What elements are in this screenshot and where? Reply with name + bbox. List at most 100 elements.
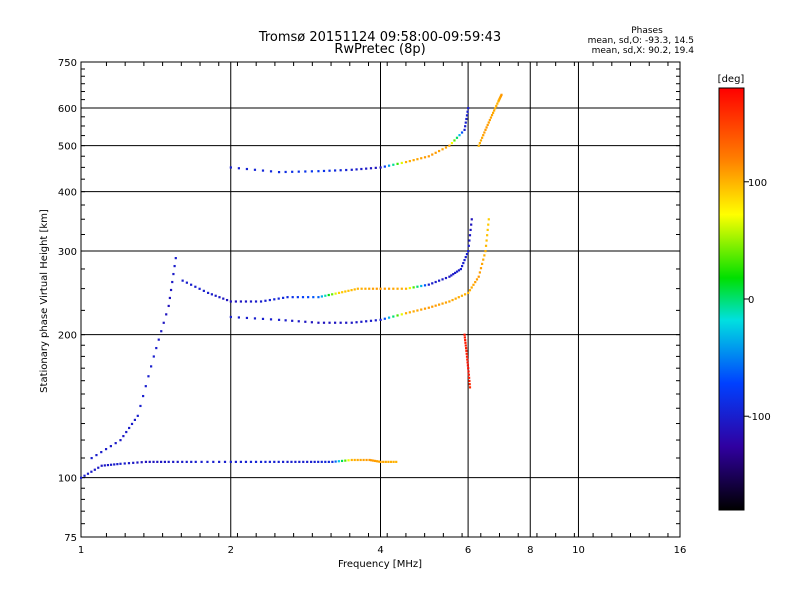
data-point: [93, 468, 96, 471]
data-point: [297, 320, 300, 323]
data-point: [467, 376, 471, 379]
data-point: [86, 472, 90, 475]
data-point: [237, 167, 240, 170]
data-point: [290, 460, 293, 463]
data-point: [495, 104, 498, 108]
data-point: [441, 278, 444, 281]
data-point: [474, 281, 477, 284]
data-point: [181, 279, 184, 282]
x-tick-label: 2: [228, 545, 234, 556]
data-point: [239, 300, 243, 303]
data-point: [464, 344, 467, 347]
data-point: [304, 320, 307, 323]
data-point: [483, 254, 486, 257]
data-point: [249, 460, 253, 463]
data-point: [136, 461, 139, 464]
data-point: [313, 460, 316, 463]
data-point: [345, 168, 348, 172]
colorbar-ticks: 100 0 -100: [744, 178, 771, 423]
data-point: [400, 287, 403, 290]
data-point: [475, 278, 479, 281]
data-point: [375, 460, 379, 463]
data-point: [404, 287, 408, 290]
data-point: [466, 361, 469, 364]
data-point: [400, 313, 403, 316]
data-point: [359, 458, 362, 462]
data-point: [468, 379, 471, 383]
data-point: [254, 300, 258, 303]
data-point: [277, 460, 280, 463]
data-point: [157, 338, 160, 341]
data-point: [277, 297, 280, 300]
data-point: [463, 336, 466, 339]
data-point: [372, 459, 375, 462]
data-point: [100, 464, 103, 467]
y-axis-label: Stationary phase Virtual Height [km]: [39, 209, 50, 393]
data-point: [331, 460, 334, 463]
data-point: [185, 281, 188, 284]
data-point: [369, 167, 373, 170]
data-point: [119, 462, 122, 465]
data-point: [269, 318, 273, 321]
data-point: [408, 159, 411, 163]
data-point: [127, 462, 131, 465]
data-point: [210, 293, 213, 296]
data-point: [459, 267, 462, 271]
data-point: [420, 284, 423, 288]
data-point: [360, 167, 363, 171]
data-point: [484, 250, 487, 253]
data-point: [427, 306, 430, 309]
y-tick-label: 200: [58, 331, 77, 342]
data-point: [148, 460, 151, 463]
data-point: [310, 321, 313, 324]
data-point: [142, 394, 145, 398]
legend-line-o: mean, sd,O: -93.3, 14.5: [588, 36, 694, 46]
data-point: [364, 287, 367, 290]
chart-title: Tromsø 20151124 09:58:00-09:59:43: [258, 30, 501, 45]
data-point: [434, 280, 437, 284]
data-point: [97, 466, 100, 469]
data-point: [254, 460, 258, 463]
data-point: [477, 144, 480, 147]
data-point: [365, 458, 368, 462]
data-point: [282, 460, 285, 463]
data-point: [310, 460, 313, 463]
data-point: [454, 297, 457, 300]
data-point: [400, 161, 403, 165]
data-point: [229, 315, 232, 319]
data-point: [156, 460, 159, 463]
data-point: [310, 170, 313, 173]
data-point: [481, 262, 484, 266]
data-point: [340, 459, 344, 463]
data-point: [466, 358, 469, 361]
data-point: [465, 352, 468, 355]
data-point: [460, 294, 464, 297]
data-point: [387, 164, 391, 167]
data-point: [306, 460, 309, 463]
data-point: [339, 321, 342, 324]
data-point: [218, 296, 221, 299]
data-point: [465, 349, 468, 352]
data-point: [396, 287, 399, 290]
data-point: [472, 283, 475, 286]
x-tick-label: 10: [572, 545, 585, 556]
y-tick-label: 400: [58, 188, 77, 199]
data-point: [408, 311, 411, 314]
data-point: [468, 234, 472, 237]
data-point: [362, 458, 365, 462]
data-point: [160, 330, 163, 333]
data-point: [479, 267, 483, 270]
data-point: [291, 319, 294, 322]
data-point: [464, 339, 467, 342]
data-point: [147, 375, 150, 378]
data-point: [404, 312, 408, 315]
data-point: [222, 297, 225, 300]
data-point: [460, 264, 464, 268]
data-point: [383, 287, 386, 290]
data-point: [286, 296, 289, 299]
data-point: [468, 383, 471, 386]
data-point: [467, 291, 470, 295]
y-tick-label: 600: [58, 104, 77, 115]
data-point: [355, 321, 358, 324]
